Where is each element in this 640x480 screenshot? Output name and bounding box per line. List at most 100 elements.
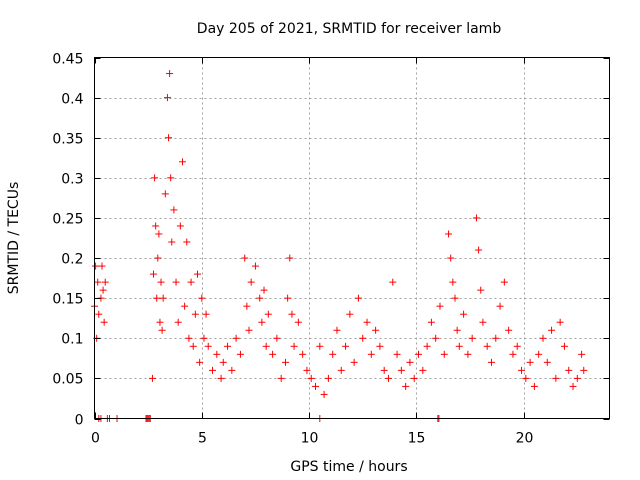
data-point [316, 342, 324, 350]
data-point [161, 190, 169, 198]
data-point [159, 294, 167, 302]
data-point [100, 318, 108, 326]
data-point [455, 342, 463, 350]
data-point [191, 310, 199, 318]
data-point [157, 278, 165, 286]
data-point [260, 286, 268, 294]
data-point [166, 70, 174, 78]
y-tick-labels: 0 0.05 0.1 0.15 0.2 0.25 0.3 0.35 0.4 0.45 [52, 52, 83, 429]
data-point [539, 334, 547, 342]
data-point [262, 342, 270, 350]
data-point [264, 310, 272, 318]
data-point [158, 326, 166, 334]
data-point [526, 358, 534, 366]
plot-frame [94, 57, 610, 419]
data-point [415, 350, 423, 358]
data-point [241, 254, 249, 262]
data-point [277, 374, 285, 382]
data-point [196, 358, 204, 366]
x-tick-label: 20 [516, 431, 534, 447]
data-point [187, 278, 195, 286]
data-point [500, 278, 508, 286]
data-point [167, 174, 175, 182]
y-tick-label: 0.2 [61, 252, 83, 268]
data-point [204, 342, 212, 350]
data-point [359, 334, 367, 342]
y-tick-label: 0.4 [61, 92, 83, 108]
data-point [354, 294, 362, 302]
data-point [573, 374, 581, 382]
data-point [258, 318, 266, 326]
data-point [460, 310, 468, 318]
data-point [281, 358, 289, 366]
data-point [402, 382, 410, 390]
data-point [294, 318, 302, 326]
data-point [483, 342, 491, 350]
data-point [202, 310, 210, 318]
data-point [154, 254, 162, 262]
data-point [372, 326, 380, 334]
data-point [307, 374, 315, 382]
data-point [99, 286, 107, 294]
data-point [153, 294, 161, 302]
data-point [479, 318, 487, 326]
data-point [176, 222, 184, 230]
data-point [380, 366, 388, 374]
y-tick-label: 0 [75, 413, 84, 429]
data-point [232, 334, 240, 342]
data-point [219, 358, 227, 366]
data-point [217, 374, 225, 382]
ticks [94, 57, 610, 420]
data-point [552, 374, 560, 382]
data-point [198, 294, 206, 302]
data-point [213, 350, 221, 358]
data-point [530, 382, 538, 390]
data-point [312, 382, 320, 390]
data-point [329, 350, 337, 358]
data-point [170, 206, 178, 214]
data-point [363, 318, 371, 326]
data-point [273, 334, 281, 342]
data-point [393, 350, 401, 358]
grid [94, 57, 610, 419]
data-point [487, 358, 495, 366]
data-point [556, 318, 564, 326]
data-point [247, 278, 255, 286]
data-points [91, 70, 588, 422]
data-point [256, 294, 264, 302]
data-point [269, 350, 277, 358]
data-point [92, 262, 100, 270]
x-tick-labels: 0 5 10 15 20 [91, 431, 533, 447]
data-point [333, 326, 341, 334]
data-point [189, 342, 197, 350]
data-point [543, 358, 551, 366]
data-point [288, 310, 296, 318]
data-point [432, 334, 440, 342]
data-point [505, 326, 513, 334]
data-point [194, 270, 201, 278]
data-point [496, 302, 504, 310]
y-tick-label: 0.1 [61, 332, 83, 348]
data-point [150, 270, 158, 278]
data-point [406, 358, 414, 366]
y-tick-label: 0.35 [52, 132, 83, 148]
data-point [303, 366, 311, 374]
data-point [367, 350, 375, 358]
data-point [200, 334, 208, 342]
x-tick-label: 5 [198, 431, 207, 447]
data-point [284, 294, 292, 302]
data-point [224, 342, 232, 350]
data-point [152, 222, 160, 230]
y-tick-label: 0.45 [52, 52, 83, 68]
chart-title: Day 205 of 2021, SRMTID for receiver lam… [197, 21, 502, 37]
data-point [172, 278, 180, 286]
data-point [165, 134, 173, 142]
data-point [472, 214, 480, 222]
data-point [569, 382, 577, 390]
data-point [445, 230, 453, 238]
data-point [245, 326, 253, 334]
data-point [342, 342, 350, 350]
data-point [389, 278, 397, 286]
data-point [419, 366, 427, 374]
